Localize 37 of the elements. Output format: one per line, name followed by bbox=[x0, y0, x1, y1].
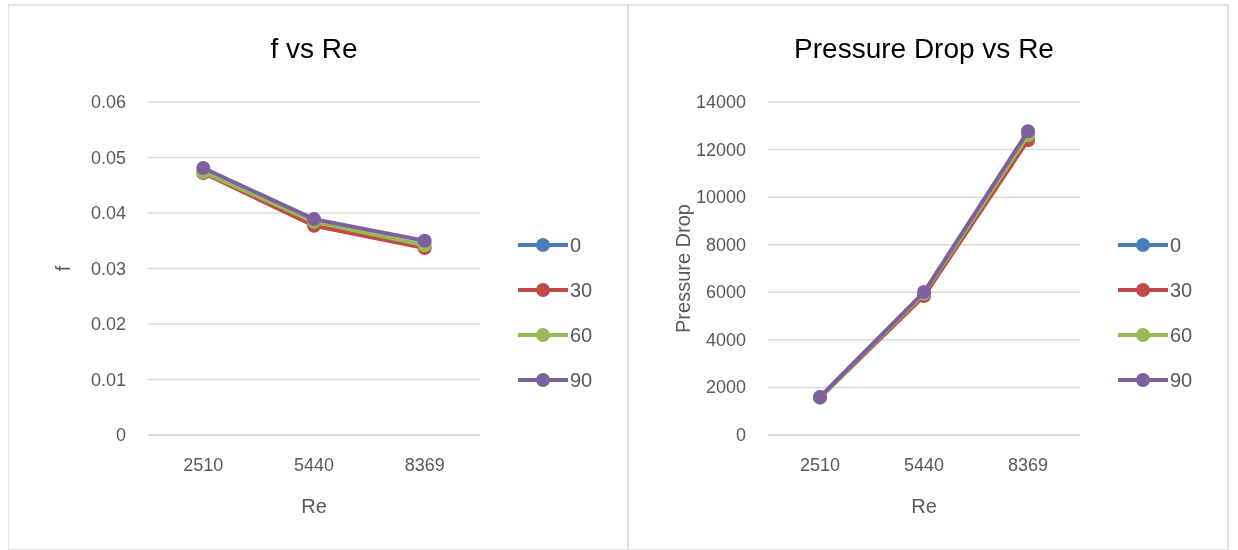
y-tick-label: 0 bbox=[115, 425, 126, 445]
legend-label: 0 bbox=[570, 234, 582, 256]
chart-title: f vs Re bbox=[270, 33, 358, 64]
x-tick-label: 2510 bbox=[183, 455, 224, 475]
y-tick-label: 0.02 bbox=[90, 314, 126, 334]
y-tick-label: 10000 bbox=[695, 187, 746, 208]
legend-label: 90 bbox=[570, 369, 593, 391]
y-tick-label: 4000 bbox=[705, 329, 746, 350]
y-tick-label: 14000 bbox=[695, 92, 746, 112]
y-tick-label: 0.05 bbox=[90, 147, 126, 168]
y-tick-label: 12000 bbox=[695, 139, 746, 160]
x-axis-title: Re bbox=[911, 495, 937, 517]
legend-label: 0 bbox=[1170, 234, 1182, 256]
x-tick-label: 8369 bbox=[404, 455, 445, 475]
x-tick-label: 5440 bbox=[293, 455, 335, 475]
y-axis-title: Pressure Drop bbox=[672, 204, 694, 333]
y-tick-label: 0.04 bbox=[90, 203, 126, 223]
y-tick-label: 0 bbox=[735, 425, 746, 445]
y-tick-label: 6000 bbox=[705, 282, 746, 303]
x-tick-label: 8369 bbox=[1007, 455, 1049, 475]
chart-title: Pressure Drop vs Re bbox=[794, 33, 1054, 64]
y-tick-label: 0.03 bbox=[90, 258, 126, 279]
y-tick-label: 2000 bbox=[705, 377, 746, 398]
legend-label: 60 bbox=[570, 324, 593, 346]
legend-label: 60 bbox=[1170, 324, 1193, 346]
legend-label: 30 bbox=[570, 279, 593, 301]
x-tick-label: 5440 bbox=[903, 455, 945, 475]
y-tick-label: 8000 bbox=[705, 234, 746, 255]
y-axis-title: f bbox=[52, 265, 74, 272]
y-tick-label: 0.06 bbox=[90, 92, 126, 112]
point bbox=[1021, 124, 1035, 139]
legend-label: 90 bbox=[1170, 369, 1193, 391]
point bbox=[417, 233, 432, 248]
y-tick-label: 0.01 bbox=[90, 369, 126, 390]
x-axis-title: Re bbox=[301, 495, 327, 517]
x-tick-label: 2510 bbox=[799, 455, 841, 475]
legend-label: 30 bbox=[1170, 279, 1193, 301]
